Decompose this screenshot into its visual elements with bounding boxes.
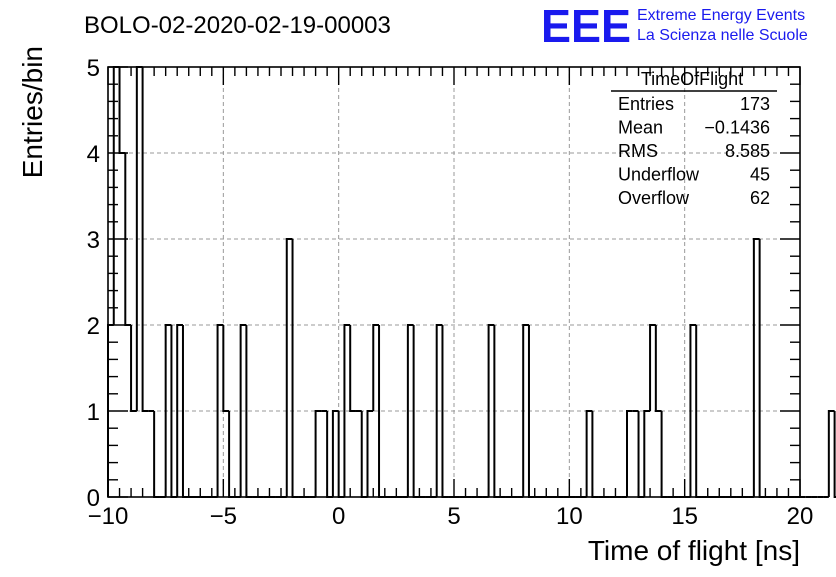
x-tick-label: −5 xyxy=(210,503,237,530)
eee-logo: EEE Extreme Energy Events La Scienza nel… xyxy=(541,0,808,52)
histogram-bin xyxy=(164,324,172,497)
histogram-bin xyxy=(827,410,835,497)
x-tick-label: 20 xyxy=(787,503,814,530)
x-tick-label: 5 xyxy=(447,503,460,530)
histogram-bin xyxy=(118,67,126,154)
histogram-bin xyxy=(435,324,443,497)
histogram-layer xyxy=(107,66,836,498)
histogram-bin xyxy=(153,411,160,498)
stats-row-label: Mean xyxy=(618,118,663,138)
eee-logo-line2: La Scienza nelle Scuole xyxy=(637,27,808,44)
histogram-bin xyxy=(366,410,374,497)
stats-row-value: 62 xyxy=(750,188,770,208)
eee-logo-line1: Extreme Energy Events xyxy=(637,7,805,24)
stats-row-label: RMS xyxy=(618,141,658,161)
y-tick-label: 2 xyxy=(87,313,100,340)
histogram-bin xyxy=(222,325,230,412)
stats-box: TimeOfFlight Entries 173 Mean −0.1436 RMS 8.5… xyxy=(611,69,777,208)
tick-layer xyxy=(107,66,801,498)
histogram-bin xyxy=(130,325,137,412)
histogram-bin xyxy=(591,411,599,498)
histogram-bin xyxy=(285,238,293,497)
histogram-bin xyxy=(758,239,766,498)
y-tick-label: 3 xyxy=(87,227,100,254)
histogram-bin xyxy=(626,410,633,497)
y-tick-label: 5 xyxy=(87,55,100,82)
histogram-bin xyxy=(406,324,414,497)
y-tick-label: 4 xyxy=(87,141,100,168)
stats-row-value: 8.585 xyxy=(725,141,770,161)
histogram-bin xyxy=(522,324,529,497)
stats-row-label: Underflow xyxy=(618,165,700,185)
histogram-bin xyxy=(493,325,501,498)
histogram-bin xyxy=(141,67,149,412)
x-tick-label: −10 xyxy=(88,503,129,530)
histogram-bin xyxy=(487,324,495,497)
histogram-bin xyxy=(654,325,662,412)
histogram-bin xyxy=(343,324,351,497)
stats-row-label: Entries xyxy=(618,94,674,114)
histogram-bin xyxy=(372,324,380,411)
histogram-bin xyxy=(643,410,651,497)
histogram-bin xyxy=(660,411,668,498)
stats-box-title: TimeOfFlight xyxy=(641,69,743,89)
histogram-bin xyxy=(314,410,322,497)
stats-row-label: Overflow xyxy=(618,188,690,208)
histogram-bin xyxy=(585,410,593,497)
x-axis-title: Time of flight [ns] xyxy=(588,535,800,566)
histogram-bin xyxy=(331,410,339,497)
histogram-bin xyxy=(216,324,224,497)
y-axis-title: Entries/bin xyxy=(17,46,48,178)
stats-box-rows: Entries 173 Mean −0.1436 RMS 8.585 Underflow 45… xyxy=(618,94,770,208)
histogram-bin xyxy=(689,324,697,497)
histogram-bin xyxy=(649,324,656,411)
histogram-bin xyxy=(239,324,247,497)
histogram-bin xyxy=(228,411,235,498)
histogram-bin xyxy=(349,325,356,412)
eee-logo-letters: EEE xyxy=(541,0,631,52)
histogram-bin xyxy=(291,239,299,498)
y-tick-label: 0 xyxy=(87,485,100,512)
stats-row-value: −0.1436 xyxy=(704,118,770,138)
stats-row-value: 45 xyxy=(750,165,770,185)
histogram-bin xyxy=(752,238,760,497)
x-tick-label: 0 xyxy=(332,503,345,530)
histogram-bin xyxy=(176,324,183,497)
histogram-bin xyxy=(833,411,836,498)
y-tick-label: 1 xyxy=(87,399,100,426)
page-title: BOLO-02-2020-02-19-00003 xyxy=(84,12,391,39)
x-tick-label: 15 xyxy=(671,503,698,530)
stats-row-value: 173 xyxy=(740,94,770,114)
x-tick-label: 10 xyxy=(556,503,583,530)
